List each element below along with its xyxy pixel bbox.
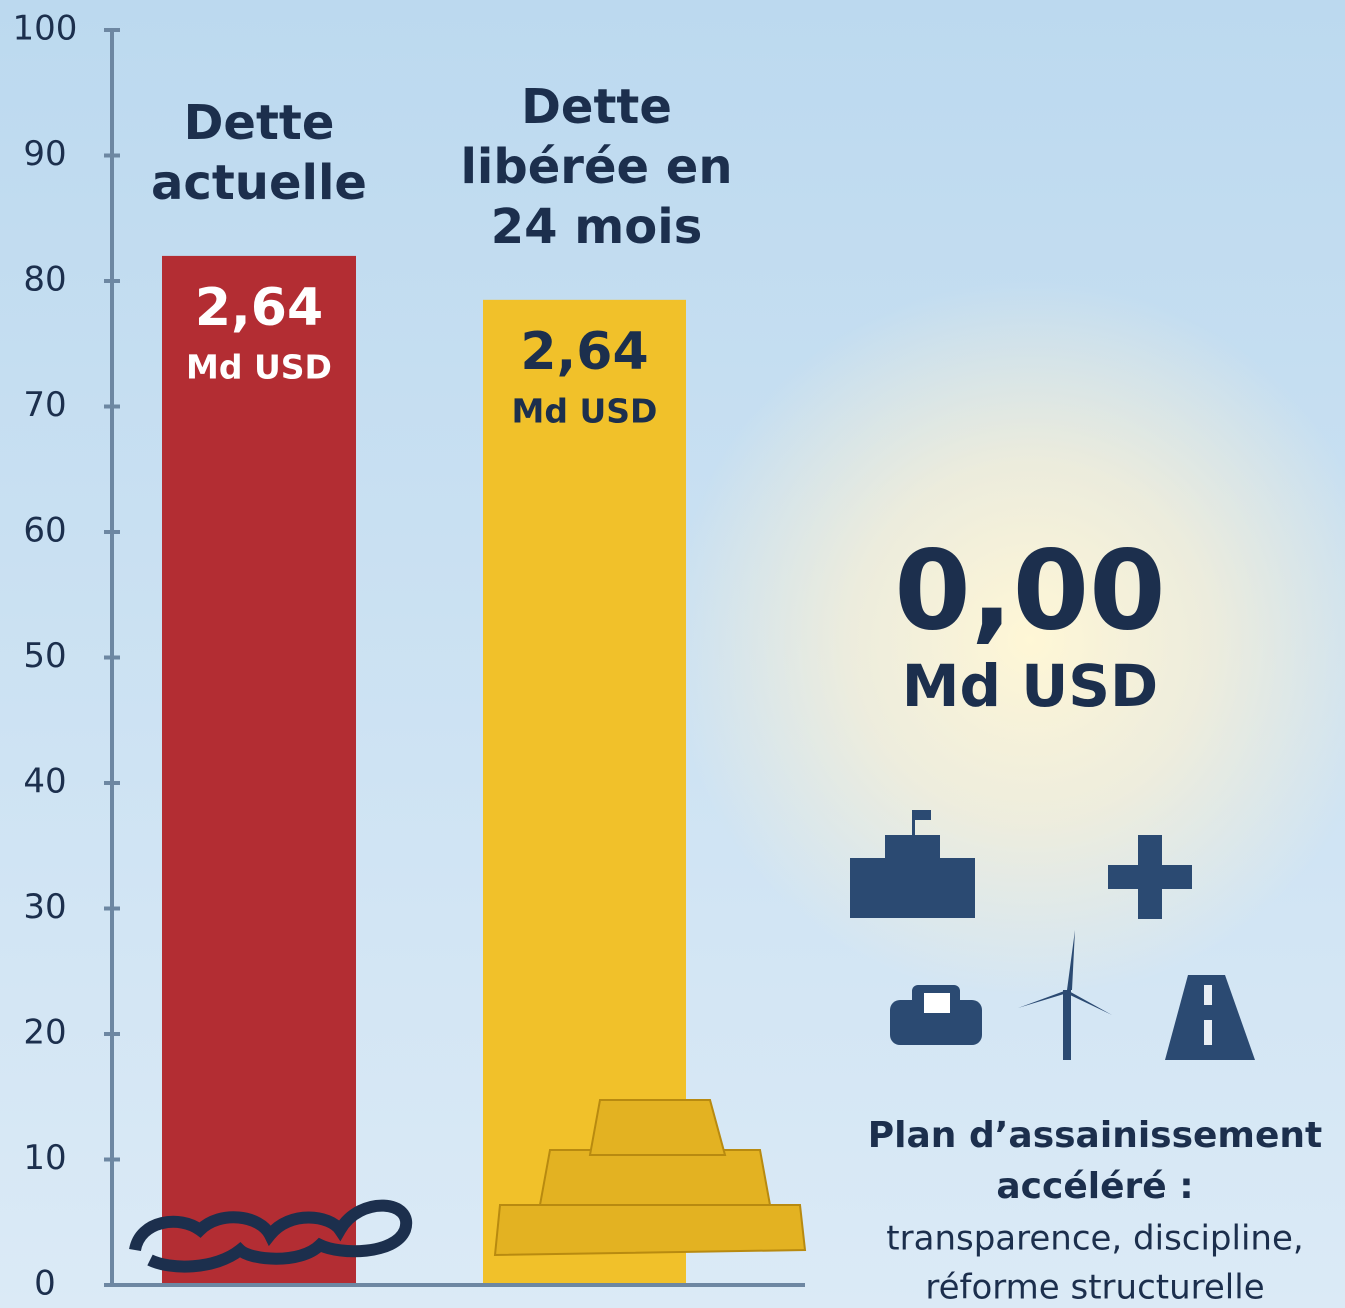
bar-label-unit: Md USD [186,347,332,386]
category-label: actuelle [151,155,367,211]
gold-bar [588,1099,727,1156]
bar-label-unit: Md USD [512,391,658,430]
plan-text: réforme structurelle [925,1268,1264,1308]
bar-label-amount: 2,64 [195,278,323,338]
glow [670,280,1345,1000]
y-tick-label: 0 [34,1264,56,1304]
gold-bar [538,1149,772,1206]
icons [850,810,1255,1060]
y-tick-label: 80 [23,260,66,300]
y-tick-label: 60 [23,511,66,551]
car-window [924,993,950,1013]
highlight-amount: 0,00 [894,526,1165,654]
flag-pole [912,810,915,840]
y-tick-label: 20 [23,1013,66,1053]
plan-text: transparence, discipline, [886,1219,1303,1259]
bar-label-amount: 2,64 [520,322,648,382]
road-mark [1204,985,1212,1005]
category-label: libérée en [460,139,732,195]
y-tick-label: 90 [23,134,66,174]
y-tick-label: 100 [13,9,78,49]
category-label: Dette [521,79,672,135]
highlight-unit: Md USD [902,652,1158,720]
flag [915,810,931,820]
gold-bars [493,1099,807,1257]
gold-bar [493,1204,807,1257]
category-label: 24 mois [491,199,703,255]
bar [162,255,356,1285]
road-mark [1204,1020,1212,1045]
plan-title: Plan d’assainissement [868,1115,1322,1156]
plus-v [1138,835,1162,919]
y-tick-label: 30 [23,887,66,927]
y-tick-label: 10 [23,1138,66,1178]
broken-chain [129,1199,413,1273]
turbine-mast [1063,990,1071,1060]
category-label: Dette [184,95,335,151]
school-icon [850,858,975,918]
y-tick-label: 70 [23,385,66,425]
y-tick-label: 40 [23,762,66,802]
plan-title: accéléré : [996,1166,1193,1207]
y-tick-label: 50 [23,636,66,676]
road-icon [1165,975,1255,1060]
